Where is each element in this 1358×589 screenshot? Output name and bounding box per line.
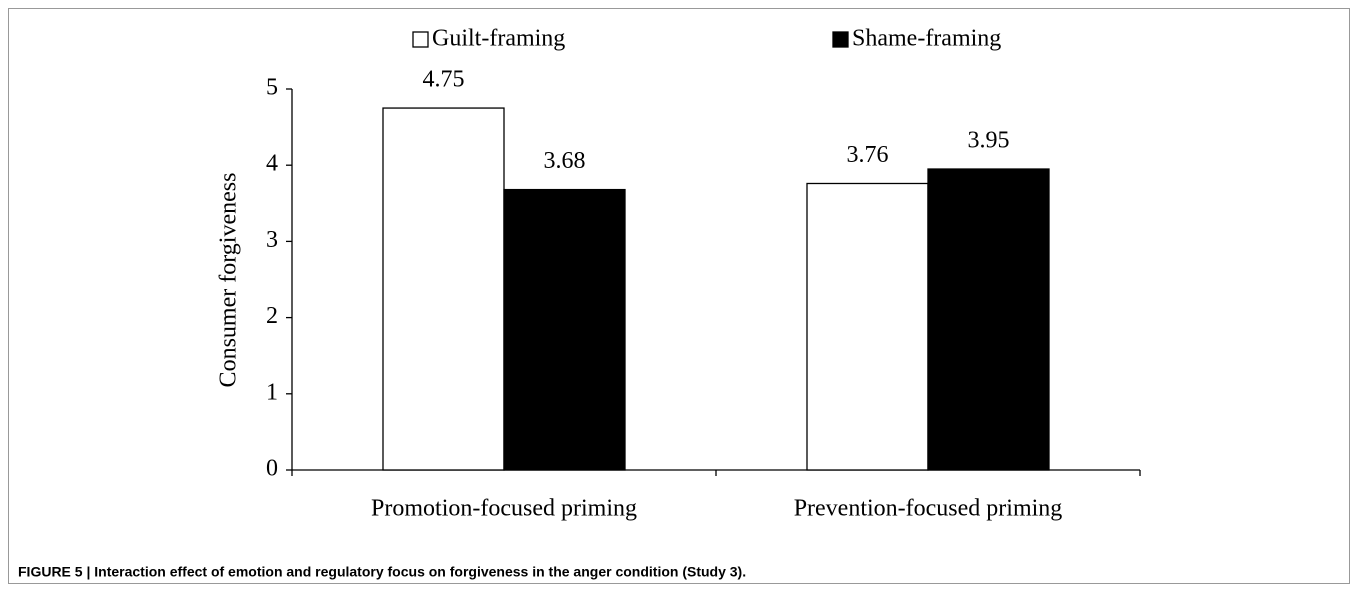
frame <box>8 8 1350 584</box>
caption: FIGURE 5 | Interaction effect of emotion… <box>18 564 746 580</box>
legend-label: Guilt-framing <box>432 26 565 52</box>
y-tick-label: 1 <box>266 379 278 405</box>
x-tick-label: Promotion-focused priming <box>371 496 637 522</box>
x-tick-label: Prevention-focused priming <box>794 496 1063 522</box>
value-label: 3.95 <box>968 128 1010 154</box>
y-tick-label: 5 <box>266 75 278 101</box>
legend-swatch <box>832 31 849 48</box>
bar <box>382 107 505 471</box>
legend-swatch <box>412 31 429 48</box>
legend-label: Shame-framing <box>852 26 1001 52</box>
y-tick-label: 2 <box>266 303 278 329</box>
value-label: 3.76 <box>847 142 889 168</box>
y-tick-label: 0 <box>266 456 278 482</box>
y-tick-label: 3 <box>266 227 278 253</box>
value-label: 3.68 <box>544 148 586 174</box>
bar <box>927 168 1050 471</box>
value-label: 4.75 <box>423 67 465 93</box>
bar <box>503 188 626 471</box>
y-axis-label: Consumer forgiveness <box>216 173 242 388</box>
bar <box>806 182 929 471</box>
y-tick-label: 4 <box>266 151 278 177</box>
